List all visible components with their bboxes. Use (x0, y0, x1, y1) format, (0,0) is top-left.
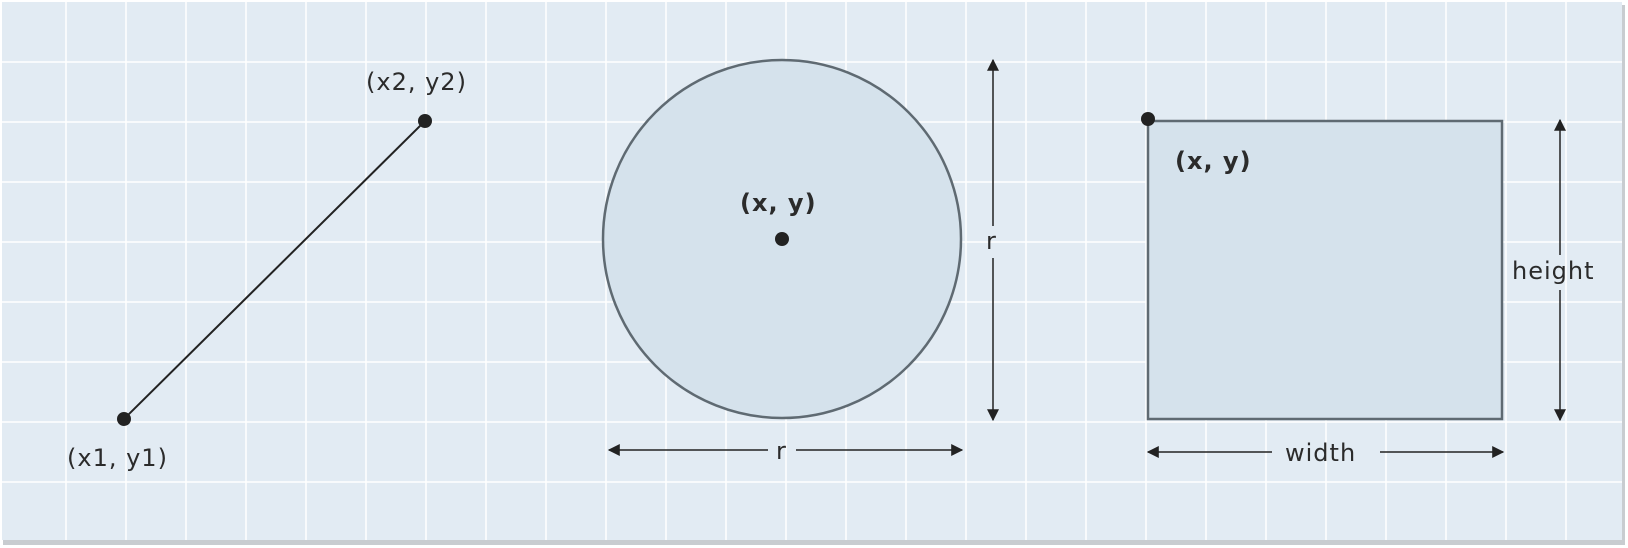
rect-height-label: height (1512, 257, 1595, 285)
circle-center-point (775, 232, 789, 246)
circle-vertical-dimension-label: r (986, 227, 997, 255)
rect-origin-label: (x, y) (1175, 147, 1252, 175)
circle-center-label: (x, y) (740, 189, 817, 217)
line-end-label: (x2, y2) (366, 68, 467, 96)
line-segment (123, 120, 426, 420)
rect-body (1146, 119, 1504, 421)
rect-width-label: width (1285, 439, 1356, 467)
rect-origin-point (1141, 112, 1155, 126)
line-end-point (418, 114, 432, 128)
line-start-label: (x1, y1) (67, 444, 168, 472)
line-shape-group: (x2, y2) (x1, y1) (67, 68, 467, 472)
rect-shape-group: (x, y) height width (1141, 112, 1595, 467)
circle-horizontal-dimension-label: r (776, 437, 787, 465)
circle-shape-group: (x, y) r r (601, 58, 999, 465)
line-start-point (117, 412, 131, 426)
